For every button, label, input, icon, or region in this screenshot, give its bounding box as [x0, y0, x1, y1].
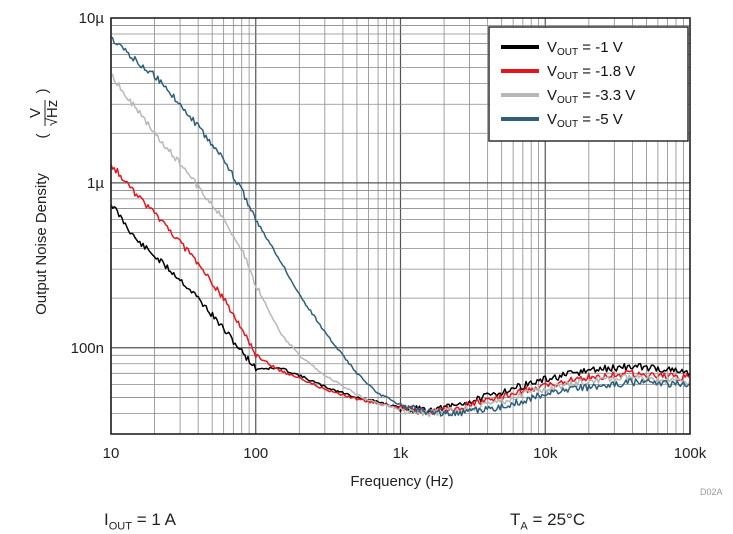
x-tick-label: 1k [393, 445, 409, 462]
plot-frame [110, 17, 691, 435]
series-line [110, 163, 691, 415]
tick-labels: 10 100 1k 10k 100k 10µ 1µ 100n [71, 10, 707, 462]
watermark: D02A [700, 487, 723, 497]
series-line [110, 204, 691, 414]
legend-label: VOUT = -3.3 V [547, 87, 635, 106]
x-tick-label: 100 [243, 445, 268, 462]
series-lines [110, 36, 691, 418]
condition-iout-value: = 1 A [131, 510, 176, 529]
grid [110, 18, 690, 435]
condition-ta-value: = 25°C [527, 510, 586, 529]
condition-iout-symbol: I [104, 510, 109, 529]
y-axis-label: Output Noise Density ( V √Hz ) [27, 89, 61, 315]
condition-iout-subscript: OUT [108, 520, 132, 533]
legend-label: VOUT = -5 V [547, 111, 623, 130]
x-tick-label: 10 [103, 445, 120, 462]
y-axis-unit-close: ) [34, 89, 51, 94]
x-tick-label: 100k [674, 445, 707, 462]
legend-label: VOUT = -1 V [547, 39, 623, 58]
y-axis-unit-open: ( [34, 134, 51, 139]
y-tick-label: 1µ [87, 175, 104, 192]
series-line [110, 73, 691, 418]
series-line [110, 36, 691, 417]
legend-label: VOUT = -1.8 V [547, 63, 635, 82]
x-axis-label: Frequency (Hz) [350, 473, 453, 490]
y-axis-label-text: Output Noise Density [33, 173, 50, 315]
y-tick-label: 10µ [79, 10, 105, 27]
x-tick-label: 10k [533, 445, 558, 462]
y-axis-unit-num: V [27, 108, 44, 118]
y-axis-unit-den: √Hz [44, 100, 61, 127]
condition-ta-symbol: T [510, 510, 521, 529]
legend: VOUT = -1 V VOUT = -1.8 V VOUT = -3.3 V VOU… [488, 26, 689, 142]
y-tick-label: 100n [71, 340, 104, 357]
output-current-condition: IOUT = 1 A [104, 510, 176, 532]
ambient-temperature-condition: TA = 25°C [510, 510, 585, 532]
condition-ta-subscript: A [520, 520, 528, 533]
